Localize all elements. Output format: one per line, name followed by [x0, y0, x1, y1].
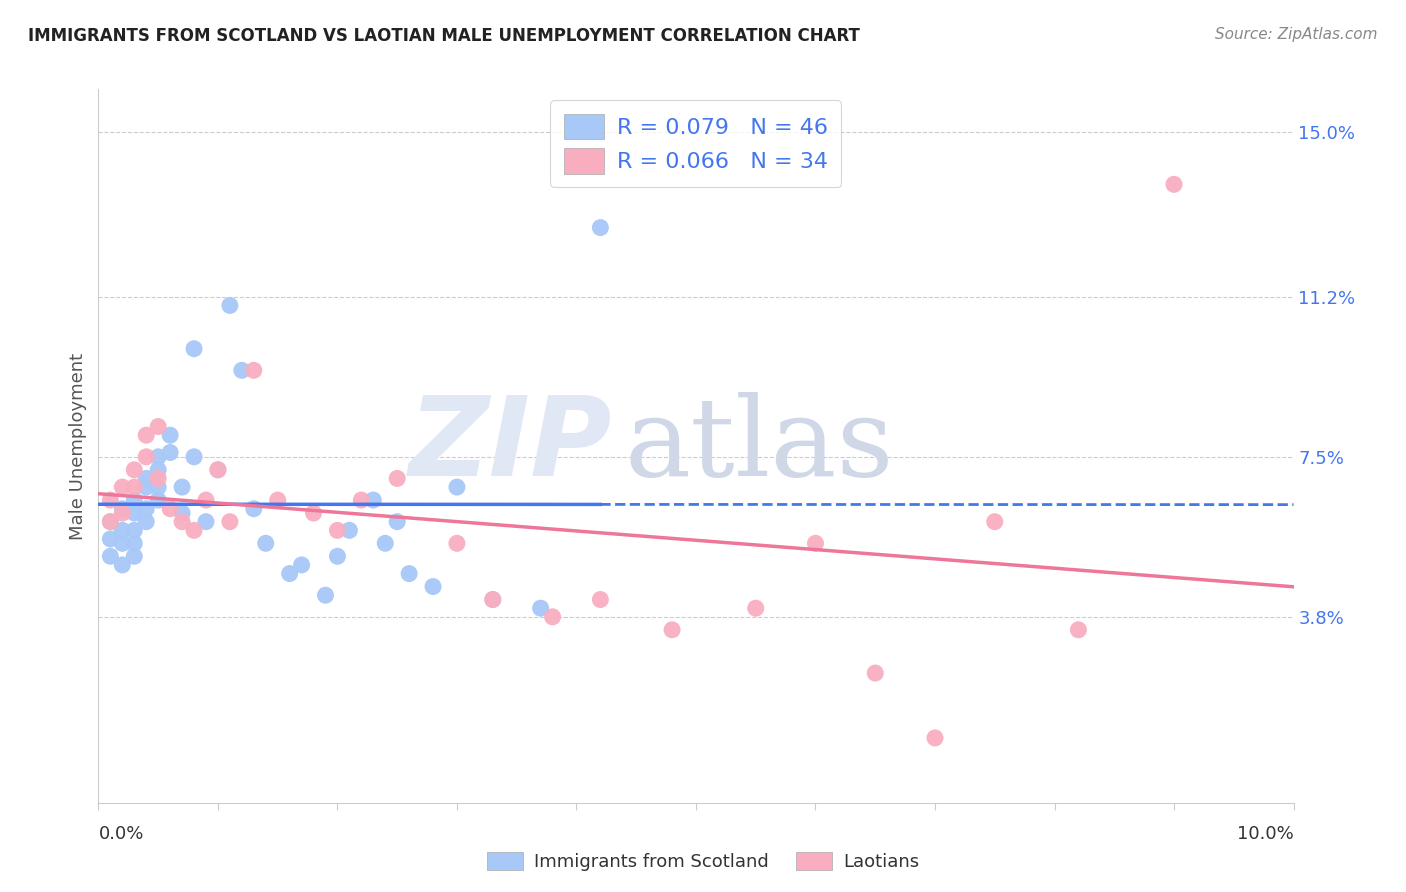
Point [124, 549, 146, 564]
Point [183, 342, 205, 356]
Point [172, 480, 194, 494]
Legend: Immigrants from Scotland, Laotians: Immigrants from Scotland, Laotians [479, 845, 927, 879]
Point [1163, 178, 1185, 192]
Point [124, 480, 146, 494]
Point [148, 471, 170, 485]
Point [148, 419, 170, 434]
Point [135, 515, 157, 529]
Point [422, 580, 444, 594]
Point [529, 601, 551, 615]
Text: IMMIGRANTS FROM SCOTLAND VS LAOTIAN MALE UNEMPLOYMENT CORRELATION CHART: IMMIGRANTS FROM SCOTLAND VS LAOTIAN MALE… [28, 27, 860, 45]
Point [135, 471, 157, 485]
Point [446, 536, 468, 550]
Point [111, 480, 134, 494]
Point [984, 515, 1007, 529]
Point [124, 463, 146, 477]
Text: ZIP: ZIP [409, 392, 613, 500]
Point [100, 493, 122, 508]
Point [124, 506, 146, 520]
Point [865, 666, 887, 681]
Point [135, 450, 157, 464]
Point [315, 588, 337, 602]
Point [302, 506, 325, 520]
Text: Source: ZipAtlas.com: Source: ZipAtlas.com [1215, 27, 1378, 42]
Point [589, 220, 612, 235]
Point [111, 506, 134, 520]
Point [172, 515, 194, 529]
Point [339, 524, 360, 538]
Point [135, 428, 157, 442]
Text: atlas: atlas [624, 392, 894, 500]
Point [135, 480, 157, 494]
Point [207, 463, 229, 477]
Point [111, 501, 134, 516]
Point [183, 450, 205, 464]
Point [291, 558, 314, 572]
Point [148, 463, 170, 477]
Y-axis label: Male Unemployment: Male Unemployment [69, 352, 87, 540]
Point [124, 536, 146, 550]
Point [159, 445, 181, 459]
Point [231, 363, 253, 377]
Point [219, 515, 242, 529]
Point [254, 536, 277, 550]
Point [745, 601, 768, 615]
Point [446, 480, 468, 494]
Point [100, 549, 122, 564]
Point [243, 363, 266, 377]
Point [243, 501, 266, 516]
Point [111, 558, 134, 572]
Point [148, 493, 170, 508]
Point [589, 592, 612, 607]
Point [661, 623, 683, 637]
Point [195, 493, 218, 508]
Point [135, 501, 157, 516]
Point [385, 471, 409, 485]
Point [278, 566, 301, 581]
Point [363, 493, 385, 508]
Point [183, 524, 205, 538]
Point [100, 515, 122, 529]
Point [148, 480, 170, 494]
Point [1067, 623, 1090, 637]
Point [100, 515, 122, 529]
Point [111, 524, 134, 538]
Point [481, 592, 505, 607]
Legend: R = 0.079   N = 46, R = 0.066   N = 34: R = 0.079 N = 46, R = 0.066 N = 34 [551, 100, 841, 187]
Point [159, 428, 181, 442]
Point [219, 298, 242, 312]
Point [148, 450, 170, 464]
Point [326, 549, 349, 564]
Point [195, 515, 218, 529]
Point [111, 536, 134, 550]
Point [398, 566, 420, 581]
Text: 10.0%: 10.0% [1237, 825, 1294, 843]
Point [481, 592, 505, 607]
Point [172, 506, 194, 520]
Point [924, 731, 946, 745]
Point [326, 524, 349, 538]
Point [100, 532, 122, 546]
Point [124, 493, 146, 508]
Point [374, 536, 396, 550]
Point [385, 515, 409, 529]
Point [541, 610, 564, 624]
Point [350, 493, 373, 508]
Point [804, 536, 827, 550]
Point [124, 524, 146, 538]
Text: 0.0%: 0.0% [98, 825, 143, 843]
Point [159, 501, 181, 516]
Point [267, 493, 290, 508]
Point [207, 463, 229, 477]
